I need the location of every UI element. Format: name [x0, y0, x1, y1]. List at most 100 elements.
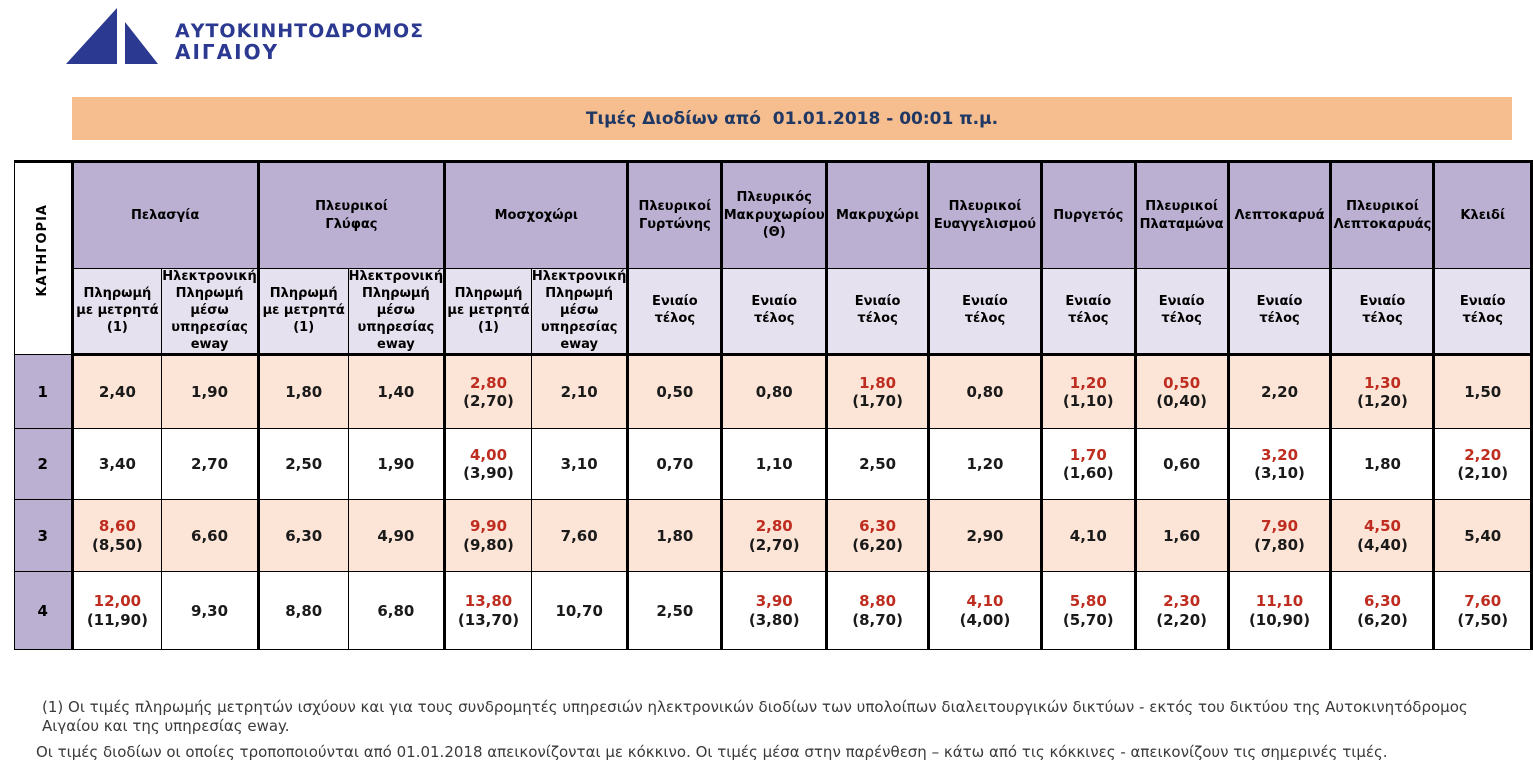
price-cell: 2,30 (2,20) [1133, 571, 1229, 651]
toll-price-table: ΚΑΤΗΓΟΡΙΑ Πελασγία Πλευρικοί Γλύφας Μοσχοχώ… [14, 159, 1533, 651]
price-current-value: (4,00) [959, 610, 1011, 629]
price-value: 1,90 [191, 383, 229, 402]
price-value: 1,80 [656, 526, 694, 545]
price-value: 1,80 [859, 373, 897, 392]
price-value: 2,20 [1464, 445, 1502, 464]
logo-text: ΑΥΤΟΚΙΝΗΤΟΔΡΟΜΟΣ ΑΙΓΑΙΟΥ [175, 6, 424, 63]
subheader-cash: Πληρωμή με μετρητά (1) [443, 267, 532, 357]
price-value: 8,80 [285, 601, 323, 620]
price-cell: 0,60 [1133, 428, 1229, 501]
station-header: Πλευρικοί Γλύφας [256, 160, 446, 269]
price-current-value: (9,80) [463, 535, 514, 554]
station-header: Πλευρικοί Ευαγγελισμού [927, 160, 1042, 269]
price-cell: 4,50 (4,40) [1329, 499, 1435, 573]
price-cell: 0,80 [720, 354, 828, 430]
price-cell: 2,70 [161, 428, 259, 501]
price-value: 2,20 [1261, 383, 1299, 402]
price-cell: 0,80 [927, 354, 1042, 430]
price-cell: 6,30 [256, 499, 349, 573]
subheader-flat: Ενιαίο τέλος [626, 267, 723, 357]
price-value: 0,80 [755, 383, 793, 402]
price-current-value: (1,60) [1062, 464, 1114, 483]
price-cell: 1,30 (1,20) [1329, 354, 1435, 430]
station-header: Πλευρικός Μακρυχωρίου (Θ) [720, 160, 828, 269]
price-value: 0,60 [1163, 455, 1201, 474]
price-cell: 6,30 (6,20) [1329, 571, 1435, 651]
price-value: 5,40 [1464, 526, 1502, 545]
station-header: Πυργετός [1039, 160, 1136, 269]
price-value: 2,90 [966, 526, 1004, 545]
price-value: 6,30 [1363, 592, 1401, 611]
price-value: 4,90 [377, 526, 415, 545]
price-current-value: (3,80) [748, 610, 800, 629]
price-value: 7,60 [560, 526, 598, 545]
price-value: 1,80 [285, 383, 323, 402]
price-value: 6,30 [859, 517, 897, 536]
price-value: 2,50 [859, 455, 897, 474]
price-cell: 7,90 (7,80) [1226, 499, 1332, 573]
price-value: 6,30 [285, 526, 323, 545]
price-cell: 1,20 (1,10) [1039, 354, 1136, 430]
station-header: Κλειδί [1432, 160, 1533, 269]
logo: ΑΥΤΟΚΙΝΗΤΟΔΡΟΜΟΣ ΑΙΓΑΙΟΥ [62, 6, 424, 66]
price-value: 2,40 [98, 383, 136, 402]
price-cell: 1,50 [1432, 354, 1533, 430]
price-value: 0,50 [656, 383, 694, 402]
price-current-value: (1,10) [1062, 392, 1114, 411]
price-value: 11,10 [1255, 592, 1304, 611]
price-value: 9,30 [191, 601, 229, 620]
category-row: 1 2,40 1,90 1,80 1,40 2,80 (2,70) 2,10 0,50 0,80 1… [14, 354, 1533, 430]
price-value: 5,80 [1069, 592, 1107, 611]
price-cell: 4,10 (4,00) [927, 571, 1042, 651]
price-cell: 2,90 [927, 499, 1042, 573]
price-value: 8,60 [98, 517, 136, 536]
price-value: 3,40 [98, 455, 136, 474]
price-current-value: (13,70) [457, 610, 520, 629]
price-cell: 0,50 [626, 354, 723, 430]
price-cell: 5,40 [1432, 499, 1533, 573]
price-value: 6,60 [191, 526, 229, 545]
subheader-cash: Πληρωμή με μετρητά (1) [256, 267, 349, 357]
price-value: 1,90 [377, 455, 415, 474]
price-cell: 8,80 [256, 571, 349, 651]
footnote-red-prices: Οι τιμές διοδίων οι οποίες τροποποιούντα… [36, 743, 1388, 761]
price-cell: 1,90 [161, 354, 259, 430]
price-value: 1,40 [377, 383, 415, 402]
subheader-flat: Ενιαίο τέλος [1226, 267, 1332, 357]
category-number-cell: 1 [14, 354, 73, 430]
price-cell: 1,80 [256, 354, 349, 430]
category-number-cell: 3 [14, 499, 73, 573]
price-cell: 3,90 (3,80) [720, 571, 828, 651]
price-cell: 2,50 [626, 571, 723, 651]
price-cell: 1,90 [347, 428, 446, 501]
price-value: 2,80 [755, 517, 793, 536]
price-cell: 9,90 (9,80) [443, 499, 532, 573]
subheader-flat: Ενιαίο τέλος [1039, 267, 1136, 357]
price-value: 10,70 [555, 601, 603, 620]
price-current-value: (8,70) [852, 610, 903, 629]
price-current-value: (0,40) [1156, 392, 1207, 411]
price-current-value: (2,10) [1457, 464, 1509, 483]
subheader-flat: Ενιαίο τέλος [1432, 267, 1533, 357]
price-value: 7,90 [1261, 517, 1299, 536]
price-cell: 0,50 (0,40) [1133, 354, 1229, 430]
price-cell: 11,10 (10,90) [1226, 571, 1332, 651]
price-cell: 13,80 (13,70) [443, 571, 532, 651]
price-cell: 9,30 [161, 571, 259, 651]
price-value: 1,30 [1363, 373, 1401, 392]
price-cell: 1,80 [1329, 428, 1435, 501]
subheader-flat: Ενιαίο τέλος [720, 267, 828, 357]
category-row: 2 3,40 2,70 2,50 1,90 4,00 (3,90) 3,10 0,70 1,10 2… [14, 428, 1533, 501]
price-value: 0,50 [1163, 373, 1201, 392]
price-cell: 3,40 [70, 428, 163, 501]
subheader-flat: Ενιαίο τέλος [825, 267, 930, 357]
price-cell: 4,90 [347, 499, 446, 573]
price-current-value: (1,70) [852, 392, 903, 411]
subheader-cash: Πληρωμή με μετρητά (1) [70, 267, 163, 357]
category-row: 3 8,60 (8,50) 6,60 6,30 4,90 9,90 (9,80) 7,60 1,8… [14, 499, 1533, 573]
subheader-eway: Ηλεκτρονική Πληρωμή μέσω υπηρεσίας eway [161, 267, 259, 357]
price-cell: 1,20 [927, 428, 1042, 501]
price-value: 9,90 [470, 517, 508, 536]
price-value: 6,80 [377, 601, 415, 620]
price-current-value: (11,90) [86, 610, 148, 629]
